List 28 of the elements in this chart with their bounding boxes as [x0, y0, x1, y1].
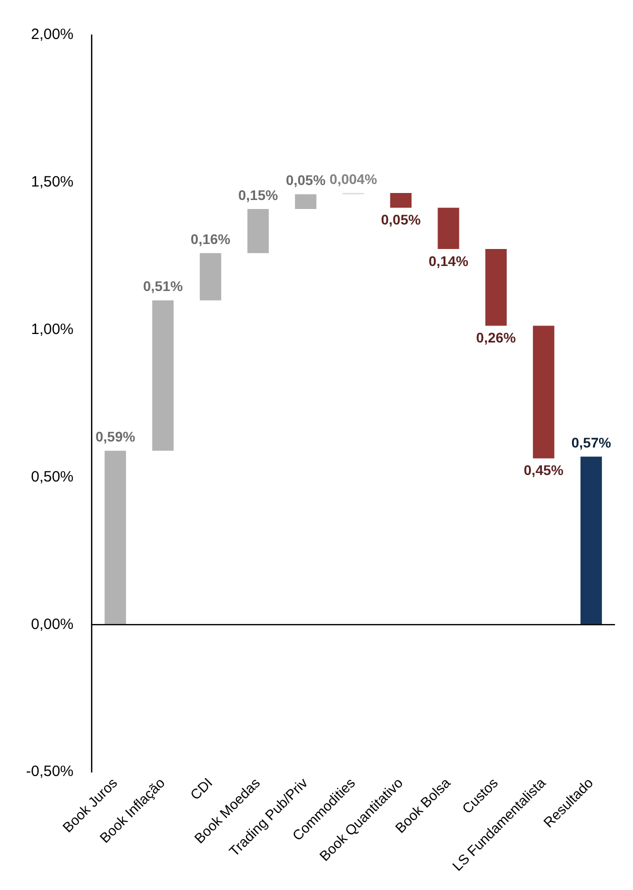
bar	[104, 450, 126, 625]
data-label: 0,51%	[143, 278, 184, 294]
data-label: 0,45%	[524, 462, 564, 478]
bar	[294, 194, 316, 209]
bar	[200, 253, 222, 300]
bar	[485, 249, 507, 326]
y-tick-label: 0,50%	[30, 468, 74, 486]
x-tick-label: CDI	[186, 774, 216, 803]
y-tick-label: 0,00%	[30, 616, 74, 633]
data-label: 0,05%	[286, 172, 326, 188]
y-tick-label: 2,00%	[30, 26, 74, 44]
bar	[438, 208, 460, 250]
bar	[580, 456, 602, 625]
data-label: 0,14%	[428, 252, 469, 269]
bar	[247, 208, 269, 254]
data-label: 0,16%	[190, 231, 231, 248]
bar	[152, 300, 174, 451]
data-label: 0,59%	[95, 428, 136, 445]
data-label: 0,05%	[381, 212, 422, 228]
data-label: 0,57%	[571, 434, 612, 450]
y-tick-label: 1,00%	[30, 320, 74, 338]
data-label: 0,15%	[238, 186, 278, 203]
data-label: 0,004%	[330, 170, 378, 187]
bar	[390, 193, 412, 208]
bar	[532, 326, 554, 458]
y-tick-label: 1,50%	[30, 174, 74, 191]
data-label: 0,26%	[476, 330, 516, 346]
y-tick-label: -0,50%	[26, 763, 74, 780]
